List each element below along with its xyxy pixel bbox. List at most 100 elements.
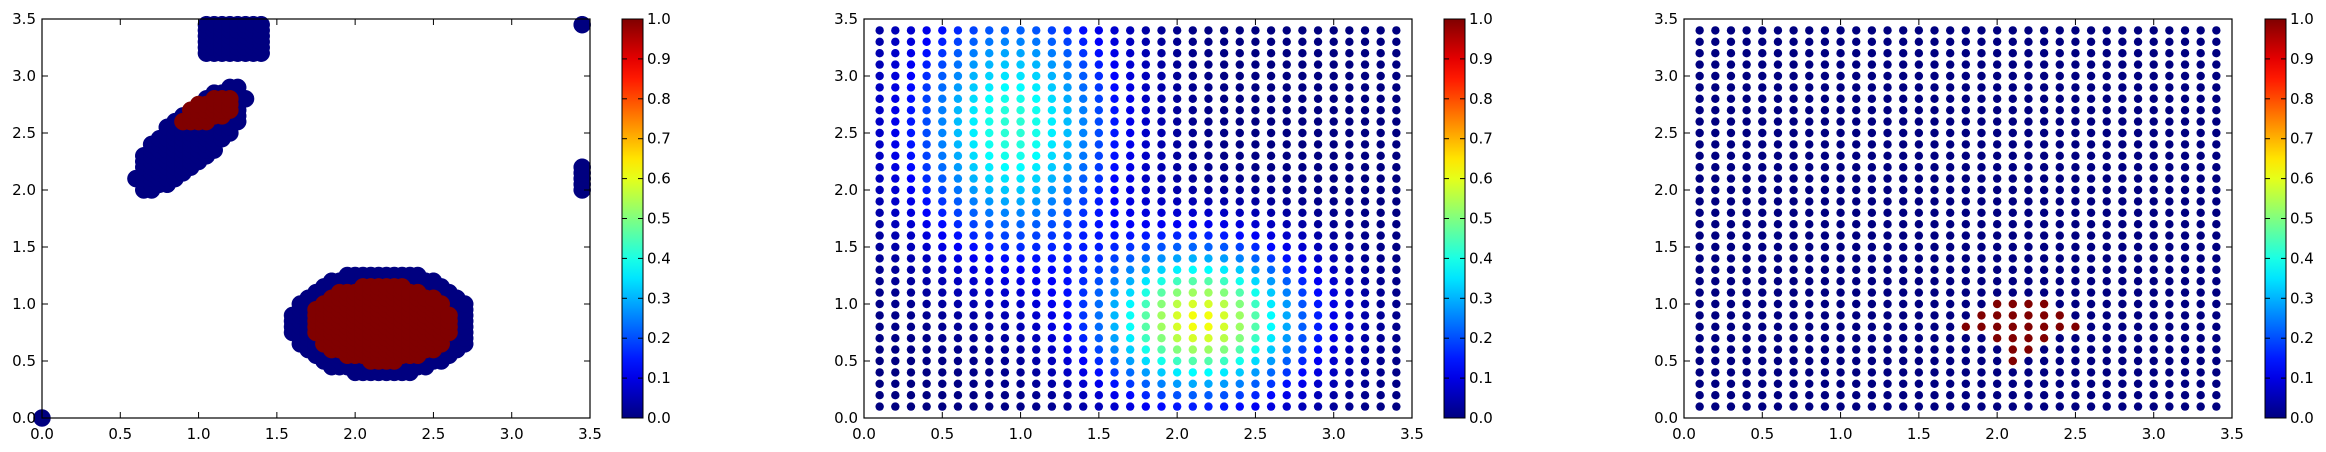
data-point	[1867, 311, 1877, 320]
data-point	[1094, 242, 1104, 252]
data-point	[1298, 94, 1307, 104]
data-point	[1188, 231, 1198, 240]
data-point	[1063, 254, 1072, 263]
data-point	[1110, 265, 1119, 274]
data-point	[1899, 311, 1908, 320]
data-point	[1266, 391, 1276, 400]
data-point	[1094, 163, 1104, 172]
data-point	[1329, 322, 1338, 331]
data-point	[2212, 379, 2221, 388]
data-point	[1329, 368, 1338, 377]
data-point	[2055, 402, 2064, 411]
data-point	[1789, 299, 1798, 309]
data-point	[953, 277, 963, 286]
data-point	[1930, 379, 1939, 388]
data-point	[1094, 322, 1104, 331]
data-point	[891, 345, 900, 354]
data-point	[1392, 231, 1401, 240]
data-point	[1125, 242, 1135, 252]
data-point	[1047, 265, 1057, 274]
data-point	[1773, 140, 1783, 149]
data-point	[1805, 106, 1814, 115]
data-point	[1110, 117, 1119, 126]
data-point	[1867, 117, 1877, 126]
data-point	[875, 379, 884, 388]
data-point	[922, 140, 931, 149]
data-point	[1125, 391, 1135, 400]
data-point	[2180, 185, 2190, 195]
data-point	[1820, 334, 1830, 343]
data-point	[1758, 151, 1767, 160]
data-point	[1219, 368, 1229, 377]
data-point	[1219, 345, 1229, 354]
data-point	[2196, 140, 2205, 149]
data-point	[1930, 174, 1939, 183]
data-point	[1789, 322, 1798, 331]
data-point	[1726, 117, 1736, 126]
data-point	[440, 306, 458, 325]
data-point	[1930, 151, 1939, 160]
data-point	[1125, 277, 1135, 286]
data-point	[1961, 37, 1971, 46]
data-point	[1360, 368, 1370, 377]
data-point	[1992, 185, 2002, 195]
data-point	[938, 151, 947, 160]
data-point	[1313, 368, 1323, 377]
data-point	[1930, 242, 1939, 252]
data-point	[1157, 26, 1166, 35]
data-point	[1329, 231, 1338, 240]
data-point	[455, 295, 474, 313]
data-point	[2039, 208, 2049, 217]
data-point	[2118, 26, 2127, 35]
y-tick-label: 1.0	[12, 295, 36, 313]
data-point	[1695, 322, 1704, 331]
data-point	[2196, 242, 2205, 252]
data-point	[1032, 368, 1041, 377]
data-point	[2055, 37, 2064, 46]
data-point	[1883, 311, 1892, 320]
data-point	[1172, 197, 1182, 206]
data-point	[2212, 345, 2221, 354]
data-point	[938, 345, 947, 354]
data-point	[1329, 356, 1338, 366]
data-point	[1992, 49, 2002, 58]
data-point	[1376, 94, 1385, 104]
data-point	[1758, 117, 1767, 126]
data-point	[2133, 83, 2143, 92]
data-point	[1251, 356, 1260, 366]
data-point	[922, 311, 931, 320]
data-point	[1992, 299, 2002, 309]
data-point	[1282, 231, 1291, 240]
data-point	[953, 231, 963, 240]
data-point	[1204, 37, 1213, 46]
data-point	[2118, 174, 2127, 183]
data-point	[1282, 265, 1291, 274]
data-point	[1329, 163, 1338, 172]
data-point	[2024, 94, 2033, 104]
data-point	[1047, 140, 1057, 149]
data-point	[1742, 368, 1751, 377]
data-point	[985, 242, 994, 252]
data-point	[1313, 265, 1323, 274]
data-point	[1726, 49, 1736, 58]
data-point	[1711, 163, 1720, 172]
data-point	[1376, 379, 1385, 388]
data-point	[1376, 311, 1385, 320]
data-point	[1392, 402, 1401, 411]
data-point	[2212, 356, 2221, 366]
data-point	[1820, 322, 1830, 331]
data-point	[1836, 83, 1845, 92]
data-point	[1930, 299, 1939, 309]
data-point	[1852, 368, 1861, 377]
data-point	[1758, 60, 1767, 69]
data-point	[891, 334, 900, 343]
data-point	[2102, 254, 2111, 263]
data-point	[1125, 356, 1135, 366]
data-point	[953, 128, 963, 138]
data-point	[1805, 37, 1814, 46]
data-point	[1805, 163, 1814, 172]
data-point	[2008, 231, 2018, 240]
data-point	[1266, 174, 1276, 183]
data-point	[875, 128, 884, 138]
colorbar-tick-label: 0.4	[647, 249, 671, 267]
